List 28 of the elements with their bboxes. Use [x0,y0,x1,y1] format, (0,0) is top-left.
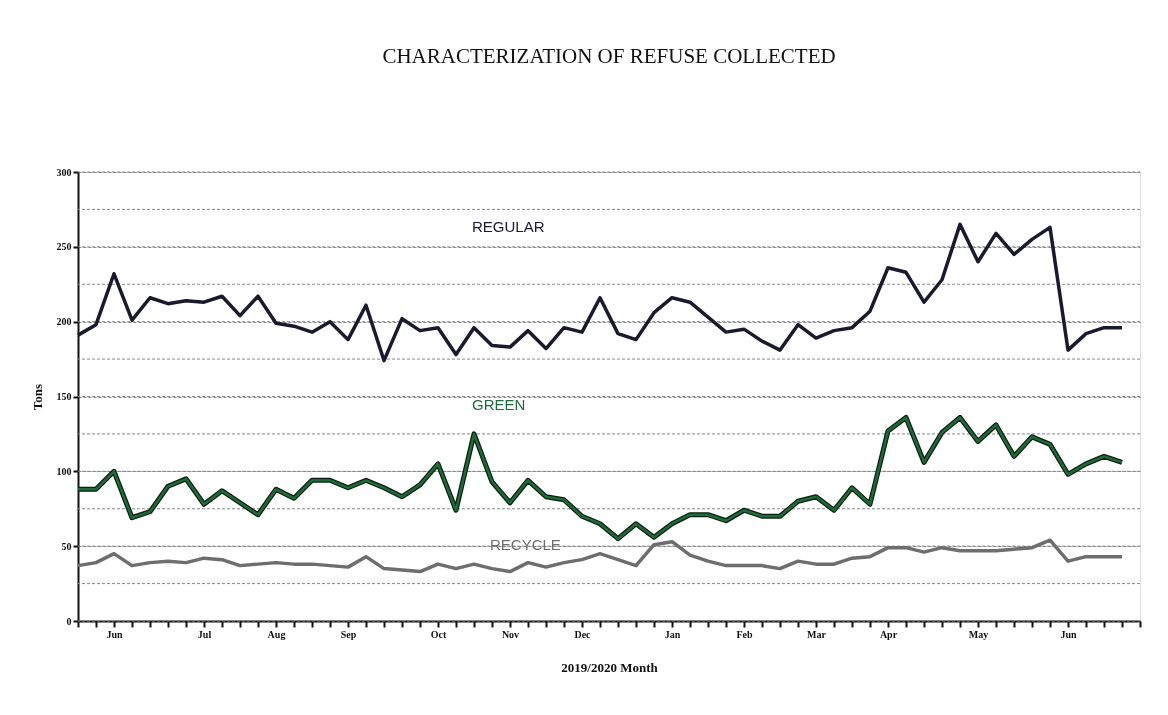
x-tick-label: Oct [430,628,447,640]
y-tick-label: 300 [56,166,72,178]
x-tick-label: Nov [501,628,520,640]
y-axis-title: Tons [29,383,45,411]
y-tick-label: 0 [66,615,72,627]
x-tick-label: Aug [267,628,286,640]
x-tick-label: Jun [1060,628,1077,640]
series-label: GREEN [472,396,526,414]
series-label: RECYCLE [490,535,561,553]
x-axis-title: 2019/2020 Month [561,659,659,675]
x-tick-label: May [968,628,989,640]
x-tick-label: Mar [807,628,827,640]
line-series [76,222,1124,363]
y-tick-label: 250 [56,241,72,253]
x-tick-label: Jul [197,628,212,640]
y-tick-label: 200 [56,316,72,328]
chart-title: CHARACTERIZATION OF REFUSE COLLECTED [382,44,836,68]
y-tick-label: 100 [56,465,72,477]
x-tick-label: Apr [879,628,898,640]
text: REGULAR [472,218,545,236]
x-tick-label: Jun [106,628,123,640]
y-tick-label: 150 [56,391,72,402]
y-tick-label: 50 [61,540,72,552]
x-tick-label: Sep [340,628,357,640]
x-tick-label: Dec [574,628,592,640]
line-series [76,538,1124,574]
x-tick-label: Jan [664,628,681,640]
x-tick-label: Feb [736,628,753,640]
